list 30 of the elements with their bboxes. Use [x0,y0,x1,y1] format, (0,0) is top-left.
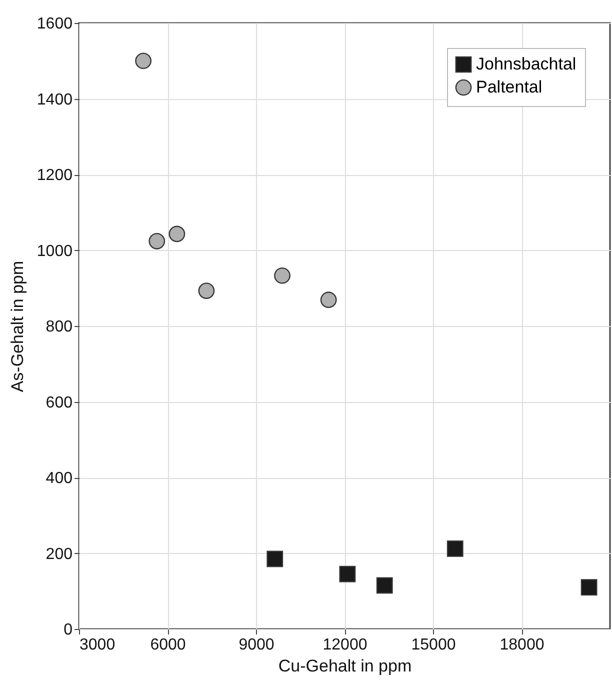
point [320,292,337,308]
point [274,267,290,284]
point [446,540,464,557]
x-axis-title: Cu-Gehalt in ppm [278,656,412,676]
x-tick-label: 15000 [411,636,456,654]
point [168,226,186,242]
legend-label: Johnsbachtal [476,54,576,74]
x-tick-label: 6000 [150,636,186,654]
y-tick-label: 1200 [36,167,73,184]
y-tick-label: 600 [46,394,73,412]
point [339,566,356,582]
point [198,282,215,299]
x-tick-label: 9000 [238,636,274,654]
point [266,550,284,568]
x-tick-label: 12000 [322,636,368,654]
y-tick-label: 1000 [36,242,73,260]
y-tick-label: 0 [64,622,73,638]
y-tick-label: 400 [46,470,73,487]
y-tick-label: 800 [46,318,73,336]
y-tick-label: 1600 [36,16,73,32]
point [135,52,152,70]
point [148,232,166,250]
x-tick-label: 18000 [500,636,544,654]
point [376,577,393,594]
legend-label: Paltental [476,78,542,96]
y-tick-label: 1400 [36,91,73,108]
y-axis-title: As-Gehalt in ppm [8,260,27,392]
y-tick-label: 200 [46,546,73,563]
x-tick-label: 3000 [80,636,116,654]
point [580,579,598,596]
